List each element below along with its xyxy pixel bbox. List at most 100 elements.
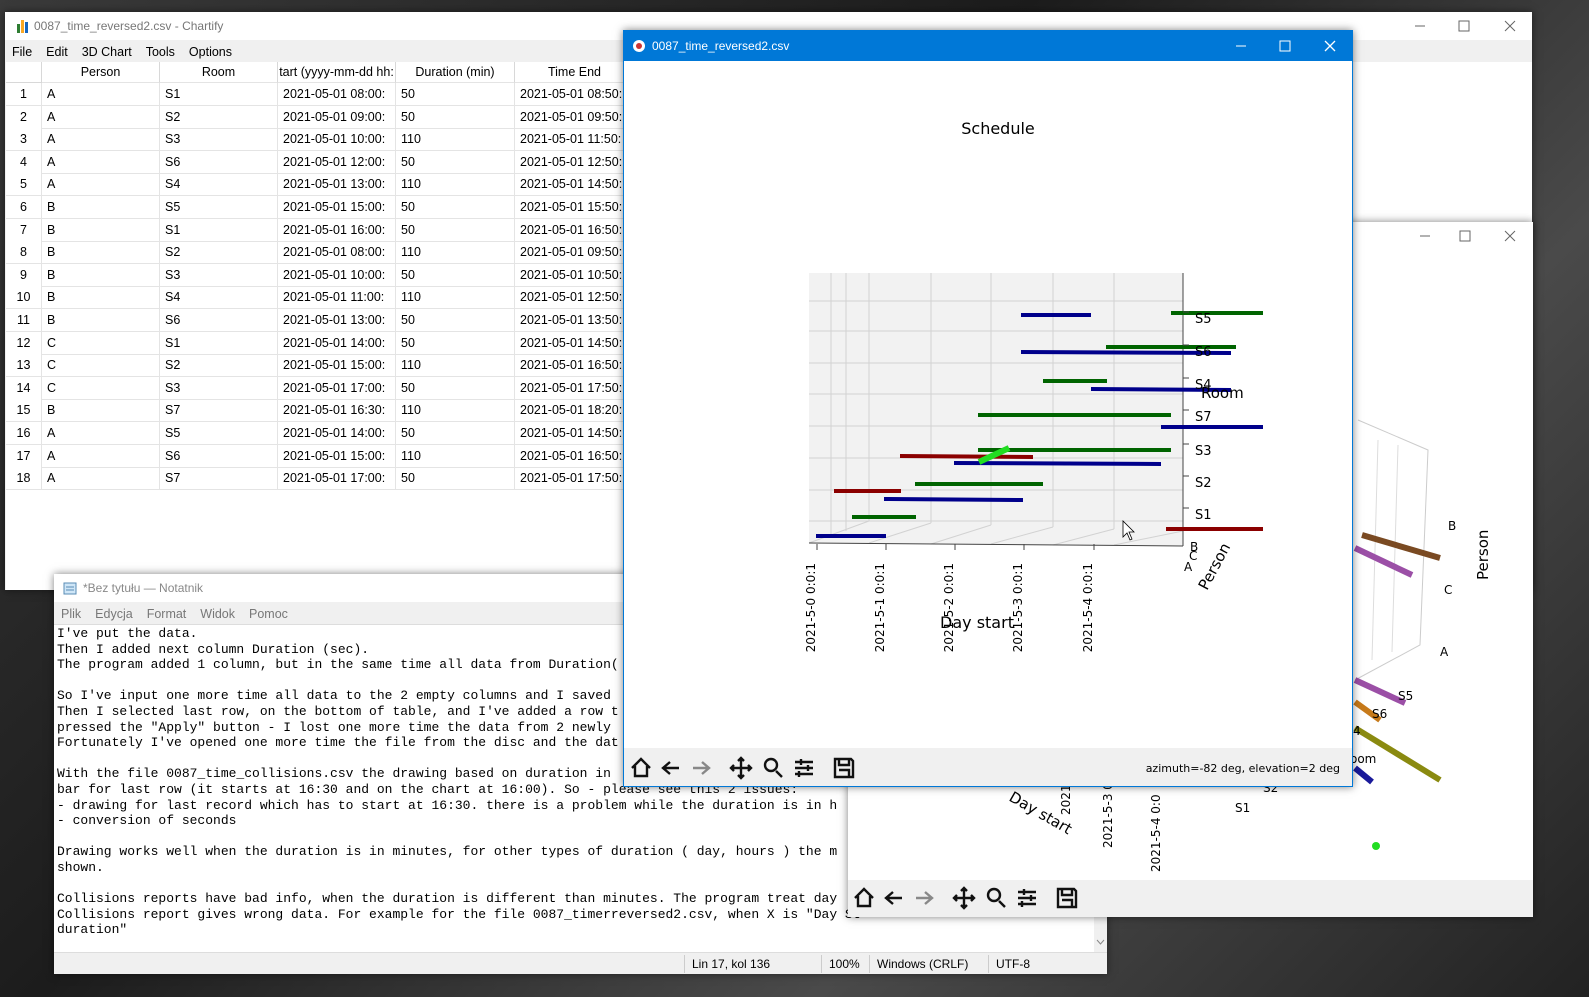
status-item: Lin 17, kol 136 (692, 957, 771, 971)
menu-item[interactable]: Format (146, 607, 187, 621)
toolbar-button[interactable] (1056, 887, 1078, 909)
table-cell: 2021-05-01 10:00: (278, 263, 396, 287)
text-line: - conversion of seconds (57, 813, 237, 829)
toolbar-button[interactable] (631, 757, 651, 778)
table-cell: 50 (396, 196, 515, 219)
app-icon (633, 40, 645, 52)
row-number: 13 (6, 354, 42, 378)
figure-canvas: Schedule S5 S6 S4 S7 S3 S2 S1 Room 2021-5-0 0:0:1… (624, 119, 1352, 786)
table-cell: A (42, 105, 160, 129)
table-cell: 50 (396, 376, 515, 400)
y-tick-label: S7 (1195, 410, 1212, 425)
menu-item[interactable]: Plik (61, 607, 82, 621)
table-cell: B (42, 241, 160, 265)
toolbar-button[interactable] (884, 891, 902, 905)
table-cell: S6 (160, 150, 278, 174)
table-cell: 110 (396, 128, 515, 152)
table-cell: 2021-05-01 08:00: (278, 241, 396, 265)
z-tick-label: B (1190, 540, 1198, 554)
table-cell: S5 (160, 422, 278, 445)
toolbar[interactable] (854, 886, 1078, 910)
toolbar-button[interactable] (986, 887, 1006, 908)
menu-item[interactable]: Edit (46, 45, 68, 59)
menu-item[interactable]: File (12, 45, 33, 59)
table-cell: 110 (396, 173, 515, 197)
table-cell: 2021-05-01 16:50: (515, 444, 635, 468)
toolbar[interactable] (631, 756, 855, 780)
status-divider (821, 955, 822, 973)
menu-item[interactable]: Widok (200, 607, 236, 621)
row-number: 2 (6, 105, 42, 129)
toolbar-button[interactable] (795, 759, 813, 777)
menu-item[interactable]: Options (188, 45, 233, 59)
status-divider (869, 955, 870, 973)
table-cell: S4 (160, 173, 278, 197)
menu-item[interactable]: Edycja (95, 607, 133, 621)
toolbar-button[interactable] (693, 761, 711, 775)
table-cell: S1 (160, 83, 278, 106)
table-cell: 2021-05-01 15:00: (278, 444, 396, 468)
table-cell: 50 (396, 105, 515, 129)
toolbar-button[interactable] (661, 761, 679, 775)
row-number: 11 (6, 309, 42, 332)
text-line: So I've input one more time all data to … (57, 688, 611, 704)
chart-title: Schedule (961, 119, 1035, 138)
menu-bar: Plik Edycja Format Widok Pomoc (61, 605, 302, 623)
table-cell: 2021-05-01 18:20: (515, 399, 635, 423)
chart-label: S1 (1235, 801, 1250, 815)
text-line: pressed the "Apply" button - I lost one … (57, 719, 611, 735)
table-cell: A (42, 150, 160, 174)
menu-item[interactable]: 3D Chart (81, 45, 132, 59)
table-cell: S6 (160, 444, 278, 468)
table-cell: 2021-05-01 14:50: (515, 331, 635, 355)
menu-item[interactable]: Tools (145, 45, 175, 59)
text-line: - drawing for last record which has to s… (57, 797, 838, 813)
table-cell: 2021-05-01 16:00: (278, 218, 396, 242)
text-line: Collisions report gives wrong data. For … (57, 906, 861, 922)
text-line: Drawing works well when the duration is … (57, 844, 838, 860)
y-tick-label: S2 (1195, 476, 1212, 491)
window-controls[interactable] (1395, 12, 1532, 40)
toolbar-button[interactable] (729, 756, 753, 780)
table-cell: 2021-05-01 12:50: (515, 150, 635, 174)
table-cell: S3 (160, 263, 278, 287)
table-cell: 2021-05-01 13:50: (515, 309, 635, 332)
toolbar-button[interactable] (854, 887, 874, 908)
table-cell: 110 (396, 444, 515, 468)
x-tick-label: 2021-5-0 0:0:1 (804, 563, 818, 652)
status-divider (988, 955, 989, 973)
status-item: UTF-8 (996, 957, 1030, 971)
table-cell: 50 (396, 83, 515, 106)
table-cell: 2021-05-01 14:50: (515, 422, 635, 445)
table-cell: S1 (160, 331, 278, 355)
column-header: Room (160, 62, 278, 83)
row-number: 15 (6, 399, 42, 423)
chart-label: A (1440, 645, 1449, 659)
table-cell: 2021-05-01 15:00: (278, 354, 396, 378)
toolbar-button[interactable] (833, 757, 855, 779)
row-number: 14 (6, 376, 42, 400)
window-controls[interactable] (1214, 31, 1353, 61)
toolbar-button[interactable] (916, 891, 934, 905)
toolbar-button[interactable] (952, 886, 976, 910)
table-cell: 2021-05-01 10:50: (515, 263, 635, 287)
x-tick-label: 2021-5-3 0:0:1 (1011, 563, 1025, 652)
chart-label: 4 (1353, 724, 1361, 738)
menu-item[interactable]: Pomoc (249, 607, 288, 621)
table-cell: 110 (396, 354, 515, 378)
text-line: shown. (57, 860, 104, 875)
text-line: I've put the data. (57, 626, 198, 641)
text-line: With the file 0087_time_collisions.csv t… (57, 766, 611, 782)
status-item: Windows (CRLF) (877, 957, 969, 971)
row-number: 6 (6, 196, 42, 219)
toolbar-button[interactable] (1018, 889, 1036, 907)
chart-label: B (1448, 519, 1456, 533)
text-line: The program added 1 column, but in the s… (57, 657, 619, 673)
table-cell: 110 (396, 399, 515, 423)
toolbar-button[interactable] (763, 757, 783, 778)
table-cell: 2021-05-01 17:50: (515, 467, 635, 491)
column-header: Duration (min) (396, 62, 515, 83)
table-cell: B (42, 309, 160, 332)
table-cell: S5 (160, 196, 278, 219)
chart-label: S5 (1398, 689, 1413, 703)
